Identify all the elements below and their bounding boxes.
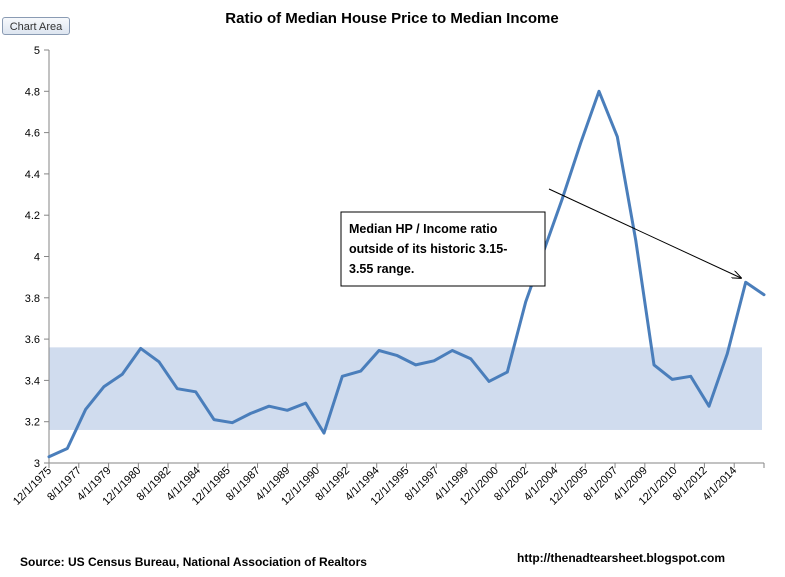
data-point [157,360,161,364]
ratio-series-line [47,89,766,459]
data-point [102,385,106,388]
data-point [286,409,289,412]
annotation-line-3: 3.55 range. [349,262,414,276]
data-point [579,141,582,145]
data-point [671,378,674,381]
data-point [139,347,142,350]
data-point [176,387,179,390]
annotation-box: Median HP / Income ratio outside of its … [340,211,546,287]
data-point [762,293,766,296]
data-point [726,352,729,355]
blog-url: http://thenadtearsheet.blogspot.com [517,551,725,565]
data-point [524,300,527,304]
data-point [689,375,692,378]
annotation-line-2: outside of its historic 3.15- [349,242,507,256]
data-point [304,401,307,405]
data-point [432,359,436,362]
data-point [396,354,399,357]
data-point [66,447,69,450]
data-point [84,408,87,411]
source-note: Source: US Census Bureau, National Assoc… [20,555,367,569]
data-point [561,197,564,200]
chart-title: Ratio of Median House Price to Median In… [225,10,558,27]
data-point [377,349,381,352]
data-point [249,412,252,415]
data-point [469,357,472,360]
y-tick-label: 5 [34,45,40,57]
data-point [744,281,747,284]
data-point [616,135,619,138]
data-point [487,380,491,383]
data-point [322,431,326,435]
data-point [47,455,51,459]
data-point [414,363,417,367]
y-tick-label: 3.2 [25,417,40,429]
data-point [451,349,454,352]
y-tick-label: 4.8 [25,86,40,98]
data-point [341,375,344,378]
data-point [231,421,234,424]
y-tick-label: 4 [34,252,40,264]
data-point [121,373,124,376]
data-point [634,238,637,242]
y-tick-label: 3.4 [25,375,40,387]
data-point [652,363,656,367]
y-tick-label: 3.8 [25,293,40,305]
y-tick-label: 4.4 [25,169,40,181]
data-point [359,369,362,373]
data-point [212,418,216,421]
data-point [267,405,271,408]
y-tick-label: 3 [34,458,40,470]
chart-area-tag[interactable]: Chart Area [2,17,70,35]
annotation-line-1: Median HP / Income ratio [349,222,498,236]
annotation-arrow [548,188,741,278]
x-tick-label: 12/1/1975 [11,465,54,508]
data-point [707,405,711,408]
data-point [506,370,509,374]
data-point [597,90,601,93]
y-tick-label: 4.2 [25,210,40,222]
data-point [194,390,197,393]
y-tick-label: 3.6 [25,334,40,346]
y-tick-label: 4.6 [25,128,40,140]
